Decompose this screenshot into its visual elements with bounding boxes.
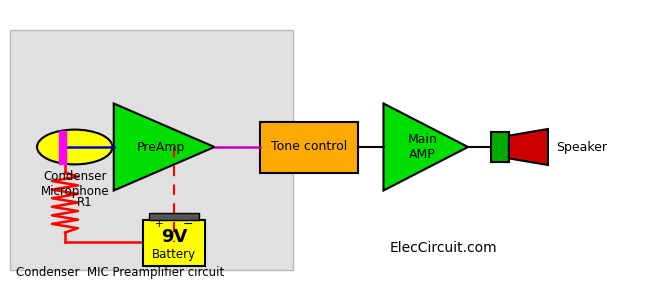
Bar [491, 132, 509, 162]
Text: −: − [183, 218, 193, 231]
Polygon shape [384, 103, 468, 190]
Bar [143, 220, 205, 266]
Text: Speaker: Speaker [556, 140, 606, 154]
Polygon shape [509, 129, 548, 165]
Text: Condenser
Microphone: Condenser Microphone [40, 169, 109, 197]
Text: Battery: Battery [152, 248, 196, 260]
Bar [260, 122, 358, 172]
Text: 9V: 9V [161, 228, 187, 246]
Text: PreAmp: PreAmp [136, 140, 185, 154]
Text: R1: R1 [77, 196, 92, 209]
Bar [10, 30, 292, 270]
Text: Main
AMP: Main AMP [408, 133, 437, 161]
Text: +: + [155, 219, 164, 229]
Text: Condenser  MIC Preamplifier circuit: Condenser MIC Preamplifier circuit [16, 266, 224, 279]
Bar [59, 130, 66, 164]
Text: ElecCircuit.com: ElecCircuit.com [390, 241, 498, 254]
Circle shape [37, 130, 112, 164]
Polygon shape [114, 103, 214, 190]
Text: Tone control: Tone control [270, 140, 347, 154]
Bar [150, 213, 199, 220]
